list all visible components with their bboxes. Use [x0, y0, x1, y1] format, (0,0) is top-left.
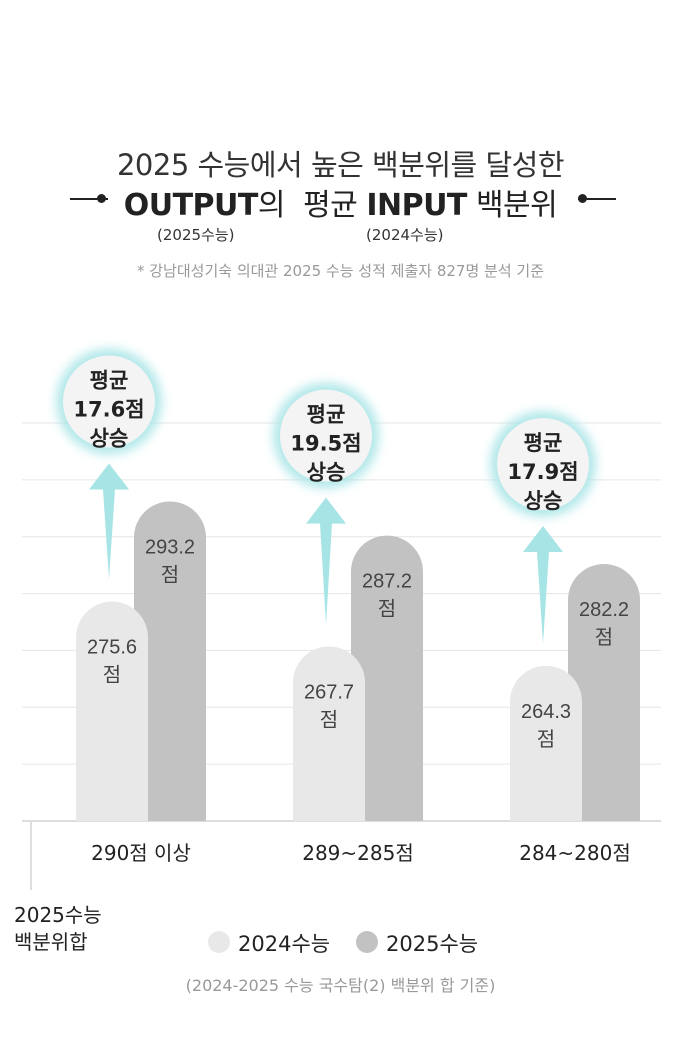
y-axis-label-line2: 백분위합 — [14, 930, 88, 954]
bar-value-label: 282.2 — [579, 599, 629, 621]
input-prefix: 평균 — [303, 188, 358, 223]
data-source-note: * 강남대성기숙 의대관 2025 수능 성적 제출자 827명 분석 기준 — [136, 262, 545, 280]
bar-2025수능-1 — [134, 501, 206, 821]
title-dot-left — [97, 194, 106, 203]
bar-value-unit: 점 — [537, 727, 555, 751]
bar-value-label: 267.7 — [304, 681, 354, 703]
input-subtitle: (2024수능) — [366, 226, 444, 244]
increase-bubble — [63, 355, 155, 448]
increase-label-line: 19.5점 — [290, 432, 361, 456]
chart-title-line2: OUTPUT의 평균 INPUT 백분위 — [0, 180, 681, 223]
input-label: INPUT — [366, 188, 467, 223]
increase-label-line: 상승 — [524, 489, 563, 513]
category-label: 289~285점 — [302, 841, 414, 865]
increase-bubble — [497, 418, 589, 511]
legend-label-2025: 2025수능 — [386, 932, 479, 956]
footer-note: (2024-2025 수능 국수탐(2) 백분위 합 기준) — [185, 976, 496, 995]
bar-value-label: 287.2 — [362, 571, 412, 593]
bar-2025수능-3 — [568, 564, 640, 821]
bar-2024수능-1 — [76, 601, 148, 821]
legend-swatch-2024 — [208, 931, 230, 953]
increase-arrow — [89, 463, 129, 580]
y-axis-label: 2025수능 백분위합 — [14, 902, 102, 956]
legend-swatch-2025 — [356, 931, 378, 953]
bar-value-label: 264.3 — [521, 701, 571, 723]
bar-value-unit: 점 — [320, 707, 338, 731]
increase-arrow — [306, 497, 346, 625]
increase-label-line: 17.6점 — [73, 397, 144, 421]
legend-label-2024: 2024수능 — [238, 932, 331, 956]
output-suffix: 의 — [257, 188, 286, 223]
input-suffix: 백분위 — [475, 188, 558, 223]
chart-title: 2025 수능에서 높은 백분위를 달성한 — [116, 148, 565, 182]
increase-label-line: 평균 — [307, 403, 346, 427]
title-decoration-left — [70, 198, 108, 200]
increase-label-line: 상승 — [307, 461, 346, 485]
bar-value-label: 293.2 — [145, 536, 195, 558]
increase-label-line: 상승 — [90, 426, 129, 450]
category-label: 290점 이상 — [91, 841, 191, 865]
bar-value-unit: 점 — [595, 625, 613, 649]
bar-value-label: 275.6 — [87, 637, 137, 659]
increase-bubble — [280, 389, 372, 482]
bar-value-unit: 점 — [103, 663, 121, 687]
increase-label-line: 평균 — [90, 368, 129, 392]
bar-2024수능-2 — [293, 646, 365, 821]
increase-label-line: 평균 — [524, 431, 563, 455]
bar-2024수능-3 — [510, 665, 582, 821]
increase-label-line: 17.9점 — [507, 460, 578, 484]
output-label: OUTPUT — [123, 188, 259, 223]
bar-2025수능-2 — [351, 535, 423, 821]
category-label: 284~280점 — [519, 841, 631, 865]
bar-value-unit: 점 — [161, 562, 179, 586]
y-axis-label-line1: 2025수능 — [14, 903, 102, 927]
increase-arrow — [523, 526, 563, 644]
bar-value-unit: 점 — [378, 597, 396, 621]
title-decoration-right — [578, 198, 616, 200]
output-subtitle: (2025수능) — [157, 226, 235, 244]
